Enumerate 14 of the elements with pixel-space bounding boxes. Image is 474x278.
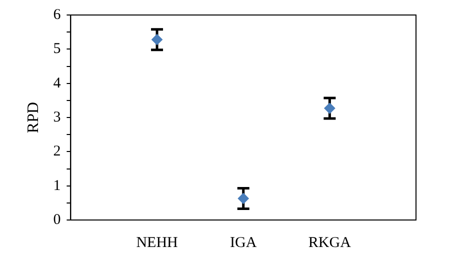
y-tick-label: 0 [53, 212, 61, 228]
x-tick-label: RKGA [308, 234, 352, 251]
point [152, 34, 163, 46]
point [238, 192, 249, 204]
y-tick-label: 4 [53, 75, 62, 92]
y-tick-label: 1 [53, 178, 61, 194]
y-axis-title: RPD [24, 102, 42, 134]
y-tick-label: 2 [53, 144, 61, 160]
y-tick-label: 5 [53, 41, 61, 58]
y-tick-label: 6 [53, 6, 62, 23]
y-tick-label: 3 [53, 109, 61, 126]
x-tick-label: IGA [230, 234, 257, 251]
point [324, 102, 336, 114]
x-tick-label: NEHH [136, 234, 178, 251]
